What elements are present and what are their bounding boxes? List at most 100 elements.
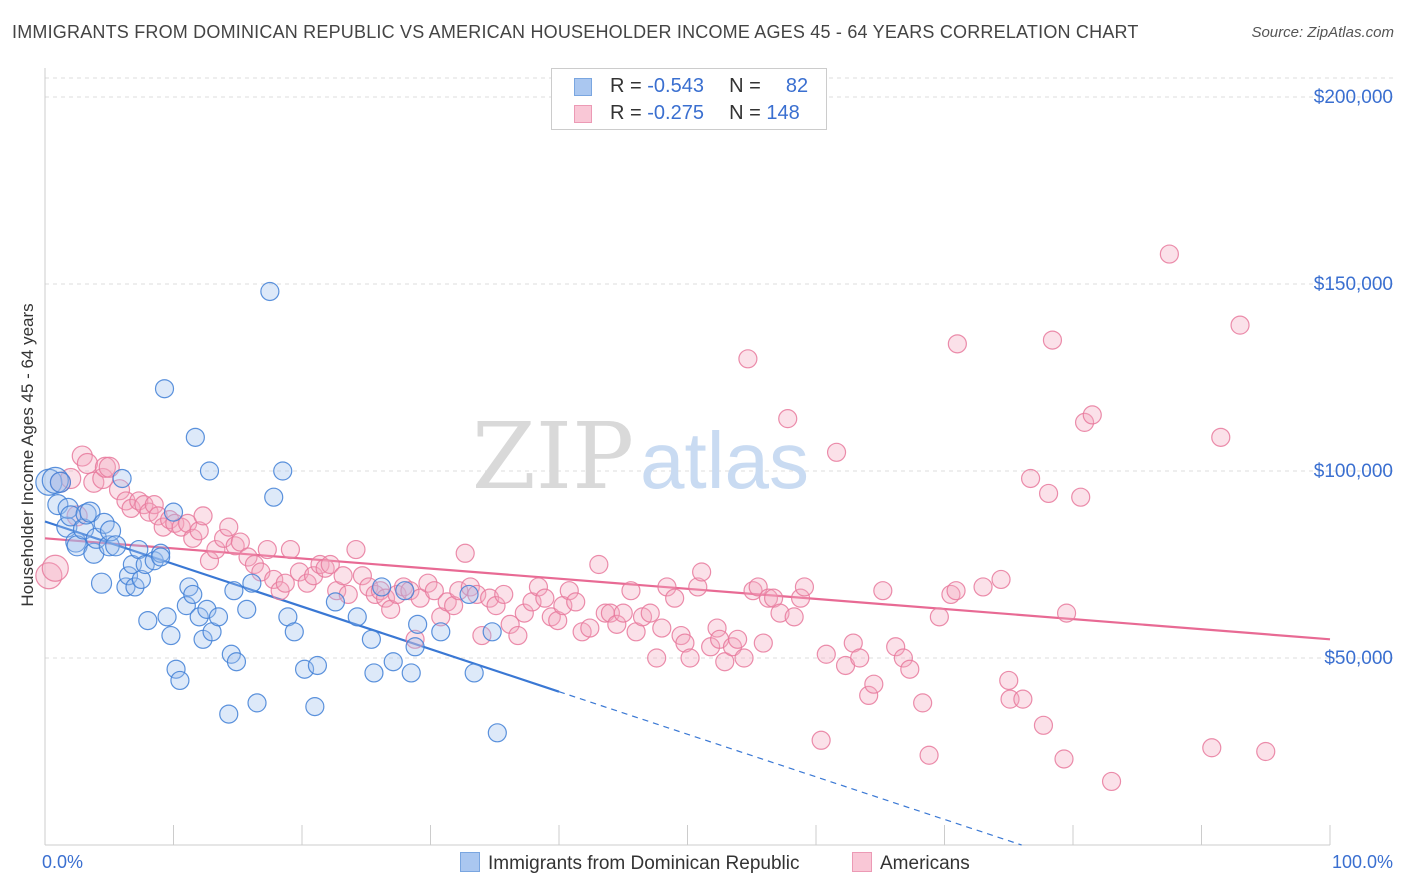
- point-americans: [1071, 487, 1091, 507]
- point-americans: [973, 577, 993, 597]
- point-americans: [680, 648, 700, 668]
- point-dominican: [79, 501, 101, 523]
- legend-swatch-blue: [574, 78, 592, 96]
- point-americans: [893, 648, 913, 668]
- point-dominican: [163, 502, 184, 522]
- point-americans: [315, 558, 335, 578]
- legend-n-value: 82: [785, 75, 809, 97]
- point-americans: [734, 648, 754, 668]
- point-americans: [778, 409, 798, 429]
- point-americans: [946, 581, 966, 601]
- y-tick-label: $150,000: [1314, 274, 1393, 295]
- correlation-legend: R = -0.543 N = 82 R = -0.275 N = 148: [551, 68, 827, 130]
- point-americans: [76, 452, 99, 475]
- point-americans: [206, 539, 226, 560]
- point-americans: [758, 588, 779, 608]
- point-americans: [455, 543, 475, 563]
- point-americans: [1211, 427, 1231, 447]
- point-dominican: [464, 663, 484, 683]
- bottom-legend-label-americans: Americans: [880, 853, 970, 874]
- y-tick-label: $50,000: [1324, 648, 1393, 669]
- point-americans: [219, 517, 239, 537]
- point-dominican: [118, 566, 139, 586]
- point-americans: [826, 442, 847, 462]
- point-dominican: [226, 652, 247, 672]
- bottom-legend-swatch-pink: [852, 852, 872, 872]
- point-americans: [566, 592, 586, 612]
- point-americans: [559, 581, 579, 601]
- point-dominican: [260, 281, 280, 302]
- axes: [44, 68, 1331, 846]
- point-americans: [1056, 603, 1077, 623]
- point-americans: [613, 603, 633, 623]
- point-dominican: [325, 592, 346, 612]
- point-americans: [467, 584, 487, 605]
- point-dominican: [125, 577, 145, 597]
- point-americans: [333, 566, 353, 586]
- point-americans: [500, 614, 520, 634]
- legend-r-label: R =: [610, 75, 642, 97]
- point-americans: [941, 584, 961, 605]
- legend-swatch-pink: [574, 105, 592, 123]
- point-americans: [244, 554, 265, 575]
- point-americans: [621, 581, 641, 601]
- bottom-legend-label-dominican: Immigrants from Dominican Republic: [488, 853, 800, 874]
- point-americans: [121, 498, 141, 518]
- point-americans: [264, 569, 284, 590]
- legend-item-americans: Americans: [852, 852, 970, 875]
- legend-r-value: -0.543: [647, 75, 704, 97]
- point-americans: [275, 573, 295, 593]
- point-americans: [225, 536, 245, 556]
- point-dominican: [219, 704, 239, 724]
- point-americans: [816, 644, 836, 664]
- point-dominican: [161, 625, 181, 646]
- watermark-atlas: atlas: [640, 416, 809, 505]
- point-dominican: [154, 379, 175, 399]
- point-dominican: [224, 581, 244, 601]
- point-dominican: [90, 572, 113, 594]
- point-americans: [1038, 483, 1059, 504]
- legend-n-value: 148: [766, 102, 800, 124]
- legend-n-label: N =: [729, 102, 761, 124]
- point-americans: [352, 566, 372, 586]
- point-dominican: [185, 427, 205, 447]
- point-dominican: [247, 693, 267, 713]
- point-dominican: [347, 607, 367, 627]
- point-dominican: [75, 503, 97, 525]
- x-tick-label-min: 0.0%: [42, 852, 84, 872]
- point-dominican: [408, 614, 428, 634]
- point-americans: [692, 562, 712, 582]
- point-dominican: [157, 607, 177, 627]
- point-americans: [913, 693, 933, 713]
- point-americans: [148, 506, 168, 526]
- point-dominican: [242, 573, 262, 593]
- y-axis-label: Householder Income Ages 45 - 64 years: [18, 303, 37, 607]
- point-americans: [108, 479, 131, 501]
- point-americans: [528, 577, 549, 597]
- point-americans: [991, 569, 1011, 590]
- point-dominican: [401, 663, 421, 683]
- point-dominican: [151, 547, 171, 567]
- point-americans: [675, 633, 695, 653]
- point-americans: [346, 539, 366, 560]
- point-americans: [1159, 244, 1179, 264]
- point-dominican: [176, 596, 196, 616]
- point-americans: [794, 577, 815, 597]
- point-americans: [743, 581, 763, 601]
- point-americans: [850, 648, 870, 668]
- point-americans: [1020, 468, 1041, 489]
- point-americans: [535, 588, 555, 608]
- point-americans: [886, 637, 906, 657]
- legend-r-label: R =: [610, 102, 642, 124]
- point-dominican: [294, 659, 315, 679]
- point-americans: [1256, 741, 1276, 762]
- watermark: ZIP atlas: [472, 403, 809, 510]
- point-americans: [929, 607, 949, 627]
- point-americans: [1074, 412, 1095, 432]
- point-americans: [657, 577, 677, 597]
- legend-item-dominican: Immigrants from Dominican Republic: [460, 852, 800, 875]
- point-americans: [418, 573, 438, 593]
- point-americans: [859, 685, 879, 706]
- series-dominican: [35, 281, 507, 743]
